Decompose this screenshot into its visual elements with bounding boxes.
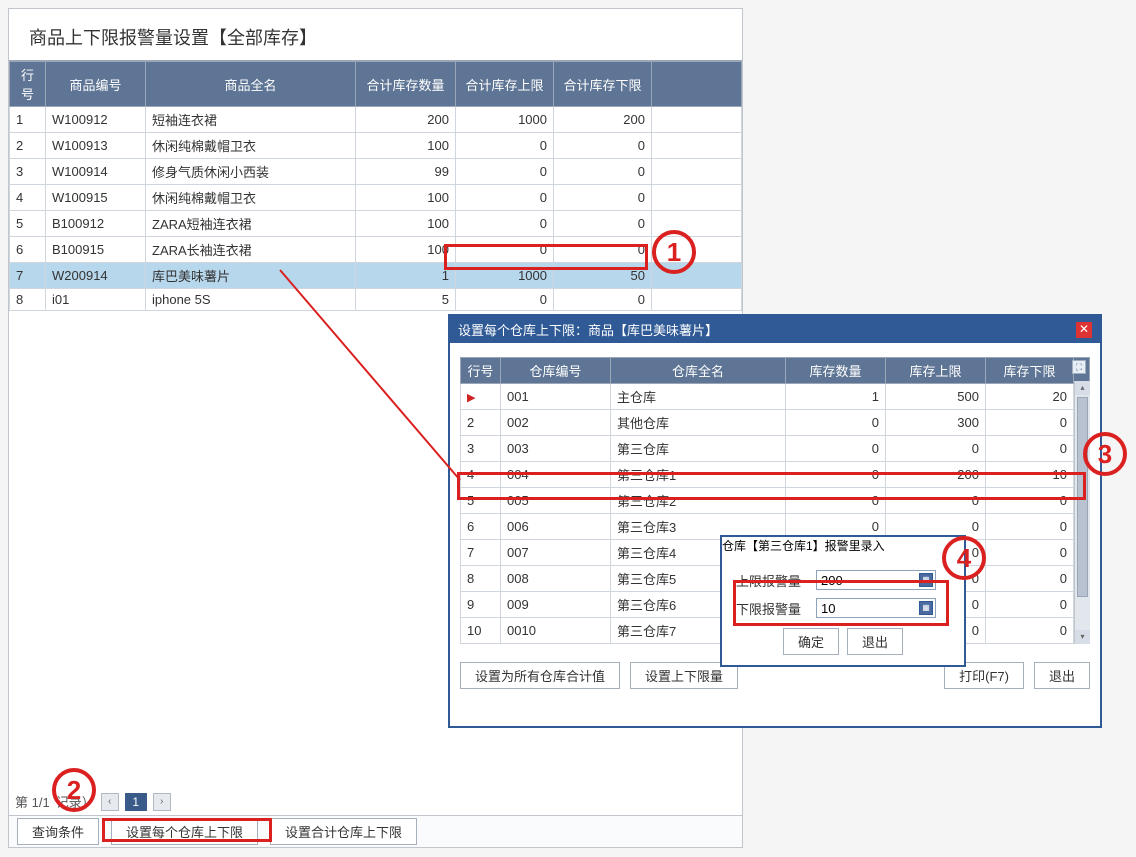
table-row[interactable]: 2002其他仓库03000 [461,410,1090,436]
table-row[interactable]: 2W100913休闲纯棉戴帽卫衣10000 [10,133,742,159]
pager-current-page[interactable]: 1 [125,793,147,811]
table-header-row: 行号商品编号商品全名合计库存数量合计库存上限合计库存下限 [10,62,742,107]
calculator-icon[interactable]: ▦ [919,601,933,615]
table-row[interactable]: 5B100912ZARA短袖连衣裙10000 [10,211,742,237]
table-row[interactable]: 8i01iphone 5S500 [10,289,742,311]
set-each-warehouse-button[interactable]: 设置每个仓库上下限 [111,818,258,845]
pager: 第 1/1 记录） ‹ 1 › [15,792,171,811]
column-header[interactable]: 库存下限 [986,358,1074,384]
column-header[interactable]: 行号 [461,358,501,384]
table-row[interactable]: 5005第三仓库2000 [461,488,1090,514]
alarm-input-dialog: 仓库【第三仓库1】报警里录入 上限报警量 200 ▦ 下限报警量 10 ▦ 确定… [720,535,966,667]
expand-icon[interactable]: ⛶ [1072,360,1086,374]
scroll-down-arrow[interactable]: ▾ [1075,630,1090,644]
table-row[interactable]: 6B100915ZARA长袖连衣裙10000 [10,237,742,263]
table-row[interactable]: 4004第三仓库1020010 [461,462,1090,488]
column-header[interactable]: 库存数量 [786,358,886,384]
pager-text: 第 1/1 [15,792,50,811]
bottom-toolbar: 查询条件 设置每个仓库上下限 设置合计仓库上下限 [9,815,742,847]
query-conditions-button[interactable]: 查询条件 [17,818,99,845]
upper-limit-input[interactable]: 200 ▦ [816,570,936,590]
table-row[interactable]: 7W200914库巴美味薯片1100050 [10,263,742,289]
column-header[interactable]: 合计库存上限 [456,62,554,107]
dialog-titlebar: 仓库【第三仓库1】报警里录入 [722,537,964,554]
ok-button[interactable]: 确定 [783,628,839,655]
column-header[interactable]: 商品全名 [146,62,356,107]
pager-prev-button[interactable]: ‹ [101,793,119,811]
scroll-up-arrow[interactable]: ▴ [1075,381,1090,395]
dialog-title-text: 仓库【第三仓库1】报警里录入 [722,539,885,553]
column-header[interactable]: 合计库存下限 [554,62,652,107]
table-row[interactable]: 3003第三仓库000 [461,436,1090,462]
column-header[interactable]: 仓库编号 [501,358,611,384]
lower-limit-input[interactable]: 10 ▦ [816,598,936,618]
column-header[interactable]: 商品编号 [46,62,146,107]
dialog-title-text: 设置每个仓库上下限：商品【库巴美味薯片】 [458,320,718,339]
column-header[interactable]: 库存上限 [886,358,986,384]
dialog-titlebar: 设置每个仓库上下限：商品【库巴美味薯片】 ✕ [450,316,1100,343]
dialog-body: 上限报警量 200 ▦ 下限报警量 10 ▦ 确定 退出 [722,554,964,665]
column-header[interactable]: 仓库全名 [611,358,786,384]
scroll-thumb[interactable] [1077,397,1088,597]
exit-button[interactable]: 退出 [1034,662,1090,689]
dialog-button-row: 确定 退出 [736,628,950,655]
table-row[interactable]: 1W100912短袖连衣裙2001000200 [10,107,742,133]
lower-limit-value: 10 [821,601,835,616]
lower-limit-row: 下限报警量 10 ▦ [736,598,950,618]
main-table: 行号商品编号商品全名合计库存数量合计库存上限合计库存下限 1W100912短袖连… [9,61,742,311]
upper-limit-row: 上限报警量 200 ▦ [736,570,950,590]
column-header[interactable]: 行号 [10,62,46,107]
upper-limit-value: 200 [821,573,843,588]
lower-limit-label: 下限报警量 [736,599,808,618]
pager-next-button[interactable]: › [153,793,171,811]
table-header-row: 行号仓库编号仓库全名库存数量库存上限库存下限 [461,358,1090,384]
upper-limit-label: 上限报警量 [736,571,808,590]
main-table-wrap: 行号商品编号商品全名合计库存数量合计库存上限合计库存下限 1W100912短袖连… [9,60,742,311]
column-header[interactable]: 合计库存数量 [356,62,456,107]
close-icon[interactable]: ✕ [1076,322,1092,338]
table-row[interactable]: 3W100914修身气质休闲小西装9900 [10,159,742,185]
exit-button[interactable]: 退出 [847,628,903,655]
set-all-total-button[interactable]: 设置为所有仓库合计值 [460,662,620,689]
vertical-scrollbar[interactable]: ▴ ▾ [1074,381,1090,644]
calculator-icon[interactable]: ▦ [919,573,933,587]
page-title: 商品上下限报警量设置【全部库存】 [9,9,742,60]
table-row[interactable]: ▶001主仓库150020 [461,384,1090,410]
table-row[interactable]: 4W100915休闲纯棉戴帽卫衣10000 [10,185,742,211]
set-total-warehouse-button[interactable]: 设置合计仓库上下限 [270,818,417,845]
current-row-arrow-icon: ▶ [467,392,475,404]
pager-suffix: 记录） [56,792,95,811]
